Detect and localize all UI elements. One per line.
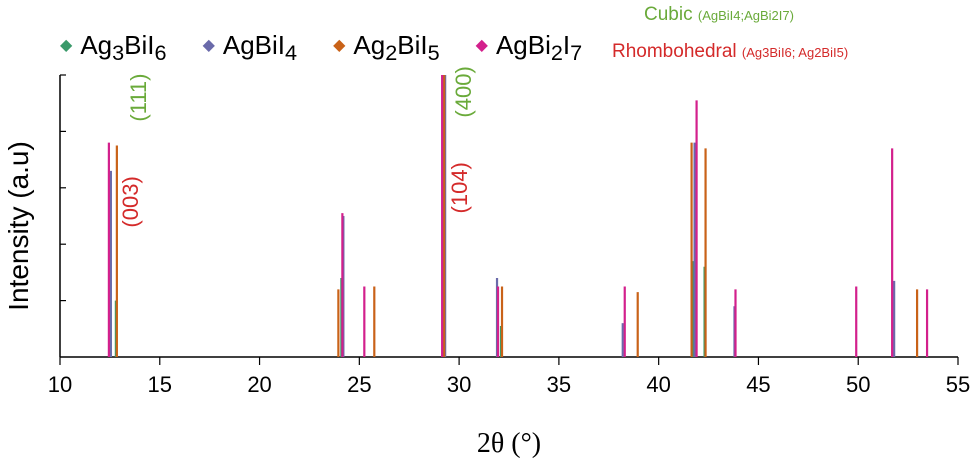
diamond-marker-icon: ◆ <box>333 37 346 54</box>
miller-index-label: (003) <box>118 176 143 227</box>
x-tick-label: 30 <box>447 372 471 397</box>
x-tick-label: 35 <box>547 372 571 397</box>
legend-item-ag2bii5: ◆ Ag2BiI5 <box>333 30 440 66</box>
x-tick-label: 55 <box>946 372 970 397</box>
diamond-marker-icon: ◆ <box>202 37 215 54</box>
miller-index-label: (104) <box>447 162 472 213</box>
x-tick-label: 10 <box>48 372 72 397</box>
diamond-marker-icon: ◆ <box>475 37 488 54</box>
x-tick-label: 15 <box>148 372 172 397</box>
legend-item-agbi2i7: ◆ AgBi2I7 <box>476 30 583 66</box>
x-tick-label: 50 <box>846 372 870 397</box>
diamond-marker-icon: ◆ <box>60 37 73 54</box>
legend-label: AgBi2I7 <box>495 30 583 66</box>
x-tick-label: 45 <box>746 372 770 397</box>
miller-index-label: (400) <box>451 66 476 117</box>
x-tick-label: 25 <box>347 372 371 397</box>
x-tick-label: 40 <box>646 372 670 397</box>
cubic-phase-label: Cubic (AgBiI4;AgBi2I7) <box>644 4 794 25</box>
legend: ◆ Ag3BiI6 ◆ AgBiI4 ◆ Ag2BiI5 ◆ AgBi2I7 <box>60 30 582 66</box>
x-axis-label: 2θ (°) <box>477 428 541 459</box>
legend-label: AgBiI4 <box>222 30 298 66</box>
rhombohedral-phase-label: Rhombohedral (Ag3BiI6; Ag2BiI5) <box>612 41 849 62</box>
legend-label: Ag3BiI6 <box>80 30 167 66</box>
miller-index-label: (111) <box>126 74 151 122</box>
y-axis-label: Intensity (a.u) <box>3 141 34 311</box>
legend-item-agbii4: ◆ AgBiI4 <box>203 30 298 66</box>
legend-item-ag3bii6: ◆ Ag3BiI6 <box>60 30 167 66</box>
x-tick-label: 20 <box>247 372 271 397</box>
legend-label: Ag2BiI5 <box>353 30 440 66</box>
